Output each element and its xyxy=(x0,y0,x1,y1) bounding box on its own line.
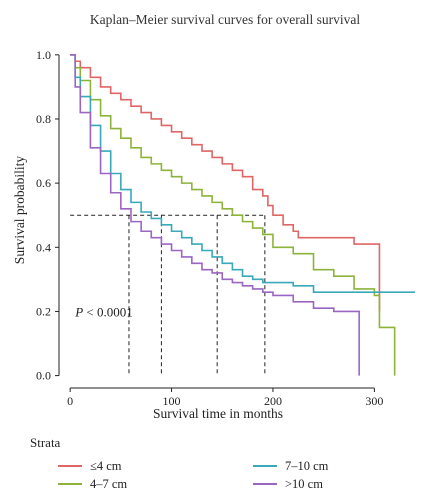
x-tick-label: 300 xyxy=(365,394,383,408)
survival-curve-series-2 xyxy=(70,54,396,376)
legend-label-series-1: ≤4 cm xyxy=(90,459,122,473)
p-value-text: < 0.0001 xyxy=(83,304,133,319)
x-tick-label: 0 xyxy=(67,394,73,408)
plot-area: 0 100 200 300 0.0 0.2 0.4 0.6 0.8 1.0 P < 0.0001 xyxy=(36,48,415,408)
chart-title: Kaplan–Meier survival curves for overall… xyxy=(90,12,361,27)
y-tick-label: 0.2 xyxy=(36,304,51,318)
y-axis-label: Survival probability xyxy=(12,156,27,265)
x-tick-label: 200 xyxy=(264,394,282,408)
y-tick-label: 0.8 xyxy=(36,112,51,126)
x-axis-label: Survival time in months xyxy=(153,406,283,421)
legend-label-series-4: >10 cm xyxy=(285,477,323,491)
y-tick-label: 0.6 xyxy=(36,176,51,190)
legend-title: Strata xyxy=(30,435,61,450)
survival-curve-series-3 xyxy=(70,54,415,293)
p-value-symbol: P xyxy=(74,304,83,319)
legend-label-series-2: 4–7 cm xyxy=(90,477,127,491)
legend-label-series-3: 7–10 cm xyxy=(285,459,329,473)
y-tick-label: 1.0 xyxy=(36,48,51,62)
survival-curve-series-4 xyxy=(70,54,360,376)
p-value-annotation: P < 0.0001 xyxy=(74,304,133,319)
legend: ≤4 cm 4–7 cm 7–10 cm >10 cm xyxy=(58,459,329,491)
x-tick-label: 100 xyxy=(163,394,181,408)
y-tick-label: 0.4 xyxy=(36,240,51,254)
y-tick-label: 0.0 xyxy=(36,369,51,383)
survival-curve-series-1 xyxy=(70,54,381,312)
